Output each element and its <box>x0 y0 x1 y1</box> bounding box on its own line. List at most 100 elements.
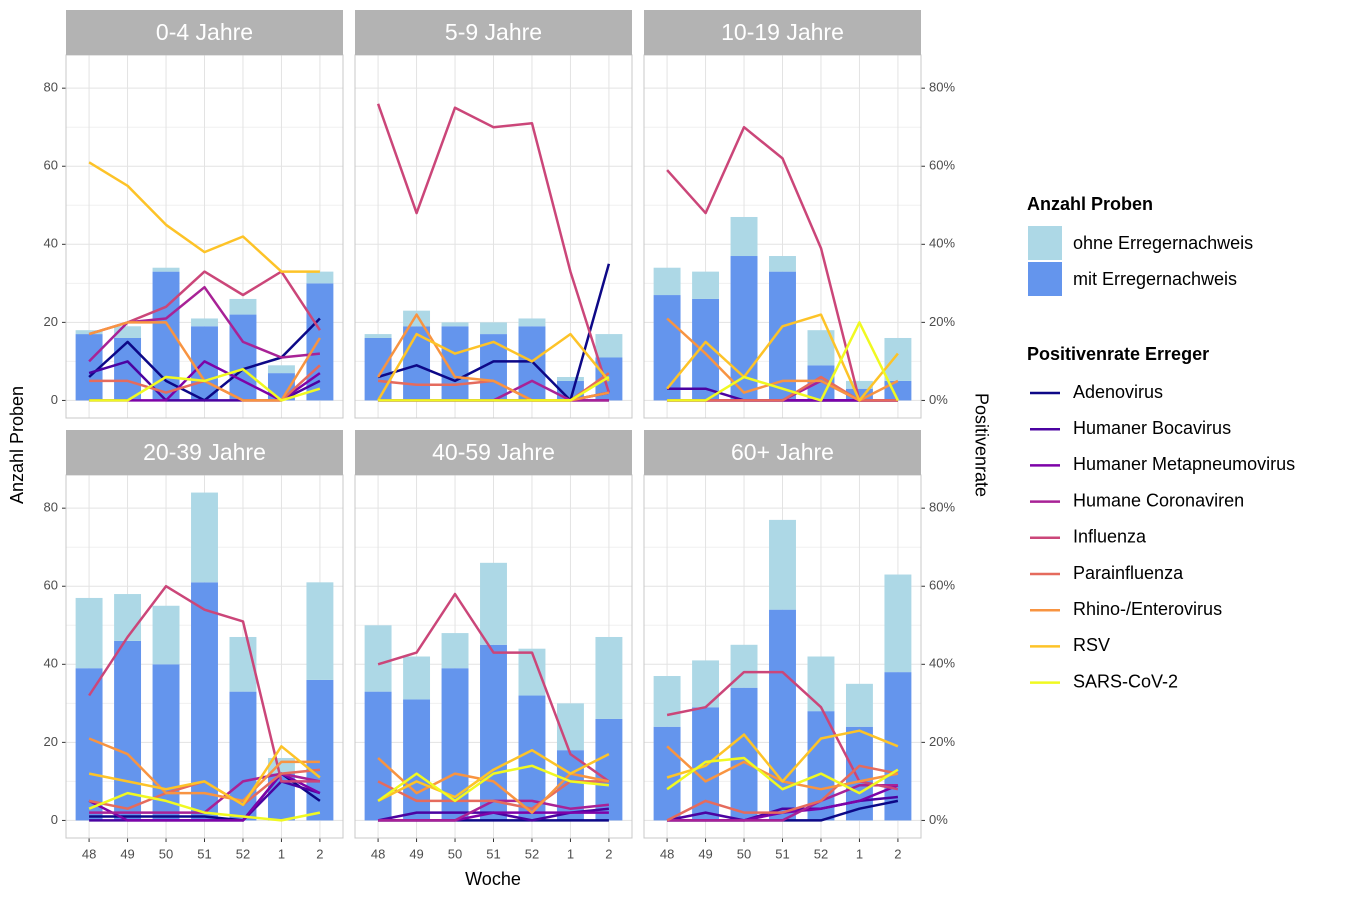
x-tick-label: 2 <box>894 846 901 861</box>
bar <box>75 597 103 669</box>
bar <box>518 318 546 327</box>
bar <box>653 267 681 296</box>
y-tick-label: 80 <box>44 80 58 95</box>
line <box>88 737 320 803</box>
line <box>378 375 610 402</box>
bar <box>152 605 180 665</box>
bar <box>306 679 334 821</box>
x-tick-label: 49 <box>409 846 423 861</box>
strip <box>355 430 632 475</box>
line <box>88 161 320 273</box>
y2-tick-label: 40% <box>929 656 955 671</box>
y-tick-label: 20 <box>44 314 58 329</box>
bar <box>114 640 142 821</box>
bar <box>75 330 103 335</box>
legend-text: ohne Erregernachweis <box>1073 233 1253 253</box>
strip-text: 40-59 Jahre <box>432 439 555 465</box>
line <box>666 756 899 795</box>
y2-tick-label: 0% <box>929 392 948 407</box>
x-tick-label: 50 <box>448 846 462 861</box>
bar <box>595 718 623 821</box>
bar <box>191 492 218 583</box>
bar <box>403 699 431 821</box>
line <box>88 745 321 807</box>
line <box>377 764 610 803</box>
x-tick-label: 1 <box>856 846 863 861</box>
bar <box>884 672 912 821</box>
bar <box>114 594 142 641</box>
bar <box>692 271 720 299</box>
bar <box>480 562 507 645</box>
x-axis-title: Woche <box>465 869 521 889</box>
x-tick-label: 52 <box>814 846 828 861</box>
line <box>376 103 611 393</box>
y2-tick-label: 20% <box>929 314 955 329</box>
y-tick-label: 20 <box>44 734 58 749</box>
legend-text: Humaner Bocavirus <box>1073 418 1231 438</box>
bar <box>191 318 218 327</box>
legend-text: RSV <box>1073 635 1110 655</box>
x-tick-label: 50 <box>159 846 173 861</box>
legend-title: Positivenrate Erreger <box>1027 344 1209 364</box>
strip-text: 20-39 Jahre <box>143 439 266 465</box>
x-tick-label: 48 <box>371 846 385 861</box>
bar <box>595 334 623 358</box>
line <box>89 367 321 402</box>
x-tick-label: 49 <box>120 846 134 861</box>
y2-tick-label: 40% <box>929 236 955 251</box>
line <box>88 791 321 822</box>
bar <box>884 574 912 673</box>
bar <box>364 337 392 401</box>
bar <box>807 656 835 712</box>
x-tick-label: 52 <box>525 846 539 861</box>
strip-text: 5-9 Jahre <box>445 19 542 45</box>
bar <box>595 636 623 719</box>
x-tick-label: 51 <box>486 846 500 861</box>
line <box>377 592 610 783</box>
legend-text: Humane Coronaviren <box>1073 490 1244 510</box>
x-tick-label: 51 <box>775 846 789 861</box>
bar <box>653 676 681 727</box>
legend-swatch <box>1028 226 1062 260</box>
bar <box>306 582 334 680</box>
bar <box>364 691 392 821</box>
strip <box>644 430 921 475</box>
line <box>667 321 900 402</box>
strip-text: 10-19 Jahre <box>721 19 844 45</box>
bar <box>441 322 469 327</box>
bar <box>267 365 295 374</box>
legend-text: Adenovirus <box>1073 382 1163 402</box>
bar <box>114 326 142 338</box>
y-axis-title: Anzahl Proben <box>7 386 27 504</box>
y2-axis-title: Positivenrate <box>971 393 991 497</box>
bar <box>556 377 584 381</box>
bar <box>229 636 257 692</box>
y2-tick-label: 20% <box>929 734 955 749</box>
x-tick-label: 51 <box>197 846 211 861</box>
bar <box>518 326 546 401</box>
y-tick-label: 60 <box>44 158 58 173</box>
y-tick-label: 80 <box>44 500 58 515</box>
x-tick-label: 52 <box>236 846 250 861</box>
strip <box>66 430 343 475</box>
bar <box>75 668 103 821</box>
bar <box>403 326 431 401</box>
x-tick-label: 49 <box>698 846 712 861</box>
x-tick-label: 1 <box>567 846 574 861</box>
x-tick-label: 50 <box>737 846 751 861</box>
legend-title: Anzahl Proben <box>1027 194 1153 214</box>
bar <box>403 310 431 327</box>
y2-tick-label: 0% <box>929 812 948 827</box>
legend-text: Influenza <box>1073 527 1147 547</box>
legend-swatch <box>1028 262 1062 296</box>
line <box>667 784 898 822</box>
bar <box>441 633 469 669</box>
y-tick-label: 0 <box>51 812 58 827</box>
y2-tick-label: 80% <box>929 80 955 95</box>
strip <box>66 10 343 55</box>
bar <box>306 271 334 284</box>
bar <box>769 271 796 401</box>
bar <box>845 380 873 389</box>
